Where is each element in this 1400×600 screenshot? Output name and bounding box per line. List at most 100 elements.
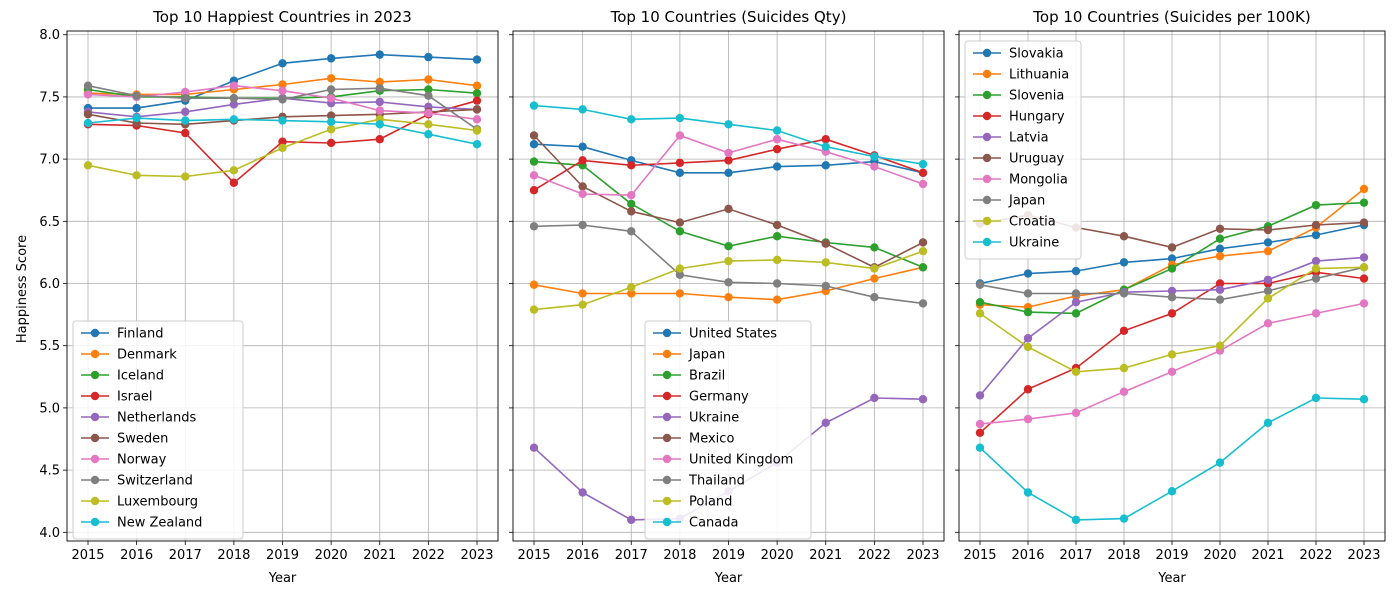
- x-tick-label: 2018: [217, 548, 250, 563]
- data-point: [772, 295, 782, 304]
- data-point: [229, 93, 239, 103]
- data-point: [181, 93, 190, 103]
- data-point: [229, 115, 239, 124]
- data-point: [1311, 274, 1321, 283]
- data-point: [1359, 253, 1369, 262]
- x-tick-label: 2018: [1107, 548, 1140, 563]
- data-point: [1311, 256, 1321, 266]
- data-point: [821, 239, 830, 248]
- data-point: [675, 218, 685, 227]
- data-point: [975, 297, 985, 307]
- x-tick-label: 2018: [663, 548, 696, 563]
- legend-label: Hungary: [1009, 110, 1065, 125]
- data-point: [529, 131, 539, 140]
- data-point: [1023, 488, 1033, 497]
- data-point: [578, 488, 587, 497]
- data-point: [975, 309, 985, 318]
- data-point: [229, 178, 239, 187]
- data-point: [870, 274, 879, 283]
- y-tick-label: 4.5: [39, 464, 60, 479]
- data-point: [1167, 243, 1177, 252]
- legend-marker: [982, 90, 992, 100]
- data-point: [1263, 275, 1273, 284]
- x-tick-label: 2020: [315, 548, 348, 563]
- x-tick-label: 2020: [761, 548, 794, 563]
- data-point: [181, 116, 190, 125]
- data-point: [821, 135, 830, 144]
- data-point: [472, 105, 482, 114]
- legend-label: Switzerland: [117, 474, 193, 489]
- data-point: [675, 113, 685, 123]
- data-point: [472, 126, 482, 135]
- data-point: [424, 91, 433, 100]
- y-tick-label: 4.0: [39, 526, 60, 541]
- legend-marker: [982, 69, 992, 79]
- legend-label: Uruguay: [1009, 152, 1065, 167]
- data-point: [529, 186, 539, 195]
- data-point: [975, 419, 985, 429]
- data-point: [529, 443, 539, 452]
- data-point: [424, 108, 433, 118]
- data-point: [627, 207, 636, 216]
- data-point: [132, 113, 141, 123]
- data-point: [1263, 225, 1273, 235]
- data-point: [772, 232, 782, 241]
- x-tick-label: 2015: [517, 548, 550, 563]
- data-point: [975, 443, 985, 452]
- data-point: [472, 139, 482, 149]
- data-point: [821, 258, 830, 267]
- data-point: [975, 391, 985, 400]
- data-point: [1023, 385, 1033, 394]
- data-point: [1167, 367, 1177, 377]
- x-tick-label: 2016: [1011, 548, 1044, 563]
- data-point: [278, 80, 287, 89]
- y-axis-label: Happiness Score: [15, 235, 30, 343]
- data-point: [83, 110, 93, 119]
- data-point: [1071, 297, 1081, 307]
- data-point: [627, 115, 636, 124]
- data-point: [724, 292, 733, 302]
- data-point: [83, 118, 93, 128]
- legend-marker: [982, 153, 992, 163]
- data-point: [578, 156, 587, 165]
- legend-box: [72, 320, 244, 540]
- legend-label: Israel: [117, 390, 153, 405]
- data-point: [1167, 487, 1177, 496]
- x-tick-label: 2021: [363, 548, 396, 563]
- x-tick-label: 2016: [120, 548, 153, 563]
- legend-marker: [90, 349, 100, 359]
- data-point: [1119, 514, 1129, 523]
- legend-marker: [90, 496, 100, 506]
- data-point: [1167, 286, 1177, 296]
- data-point: [675, 168, 685, 178]
- data-point: [529, 157, 539, 166]
- data-point: [578, 189, 587, 199]
- legend-label: Slovenia: [1009, 89, 1064, 104]
- data-point: [870, 162, 879, 171]
- data-point: [278, 59, 287, 68]
- data-point: [1263, 294, 1273, 303]
- data-point: [578, 289, 587, 298]
- legend-label: Denmark: [117, 348, 177, 363]
- data-point: [578, 182, 587, 191]
- data-point: [1119, 232, 1129, 241]
- axes-frame: [958, 30, 1386, 542]
- data-point: [1167, 292, 1177, 302]
- data-point: [529, 139, 539, 149]
- data-point: [1263, 246, 1273, 256]
- data-point: [1215, 341, 1225, 350]
- axes-frame: [512, 30, 945, 542]
- data-point: [1215, 251, 1225, 261]
- data-point: [772, 220, 782, 230]
- legend-marker: [662, 454, 672, 464]
- data-point: [1311, 220, 1321, 230]
- legend-label: United Kingdom: [689, 453, 793, 468]
- legend-label: Mexico: [689, 432, 734, 447]
- data-point: [83, 161, 93, 170]
- data-point: [1071, 515, 1081, 525]
- legend-marker: [90, 433, 100, 443]
- data-point: [132, 91, 141, 100]
- data-point: [1071, 367, 1081, 377]
- legend-marker: [662, 349, 672, 359]
- legend-label: Luxembourg: [117, 495, 198, 510]
